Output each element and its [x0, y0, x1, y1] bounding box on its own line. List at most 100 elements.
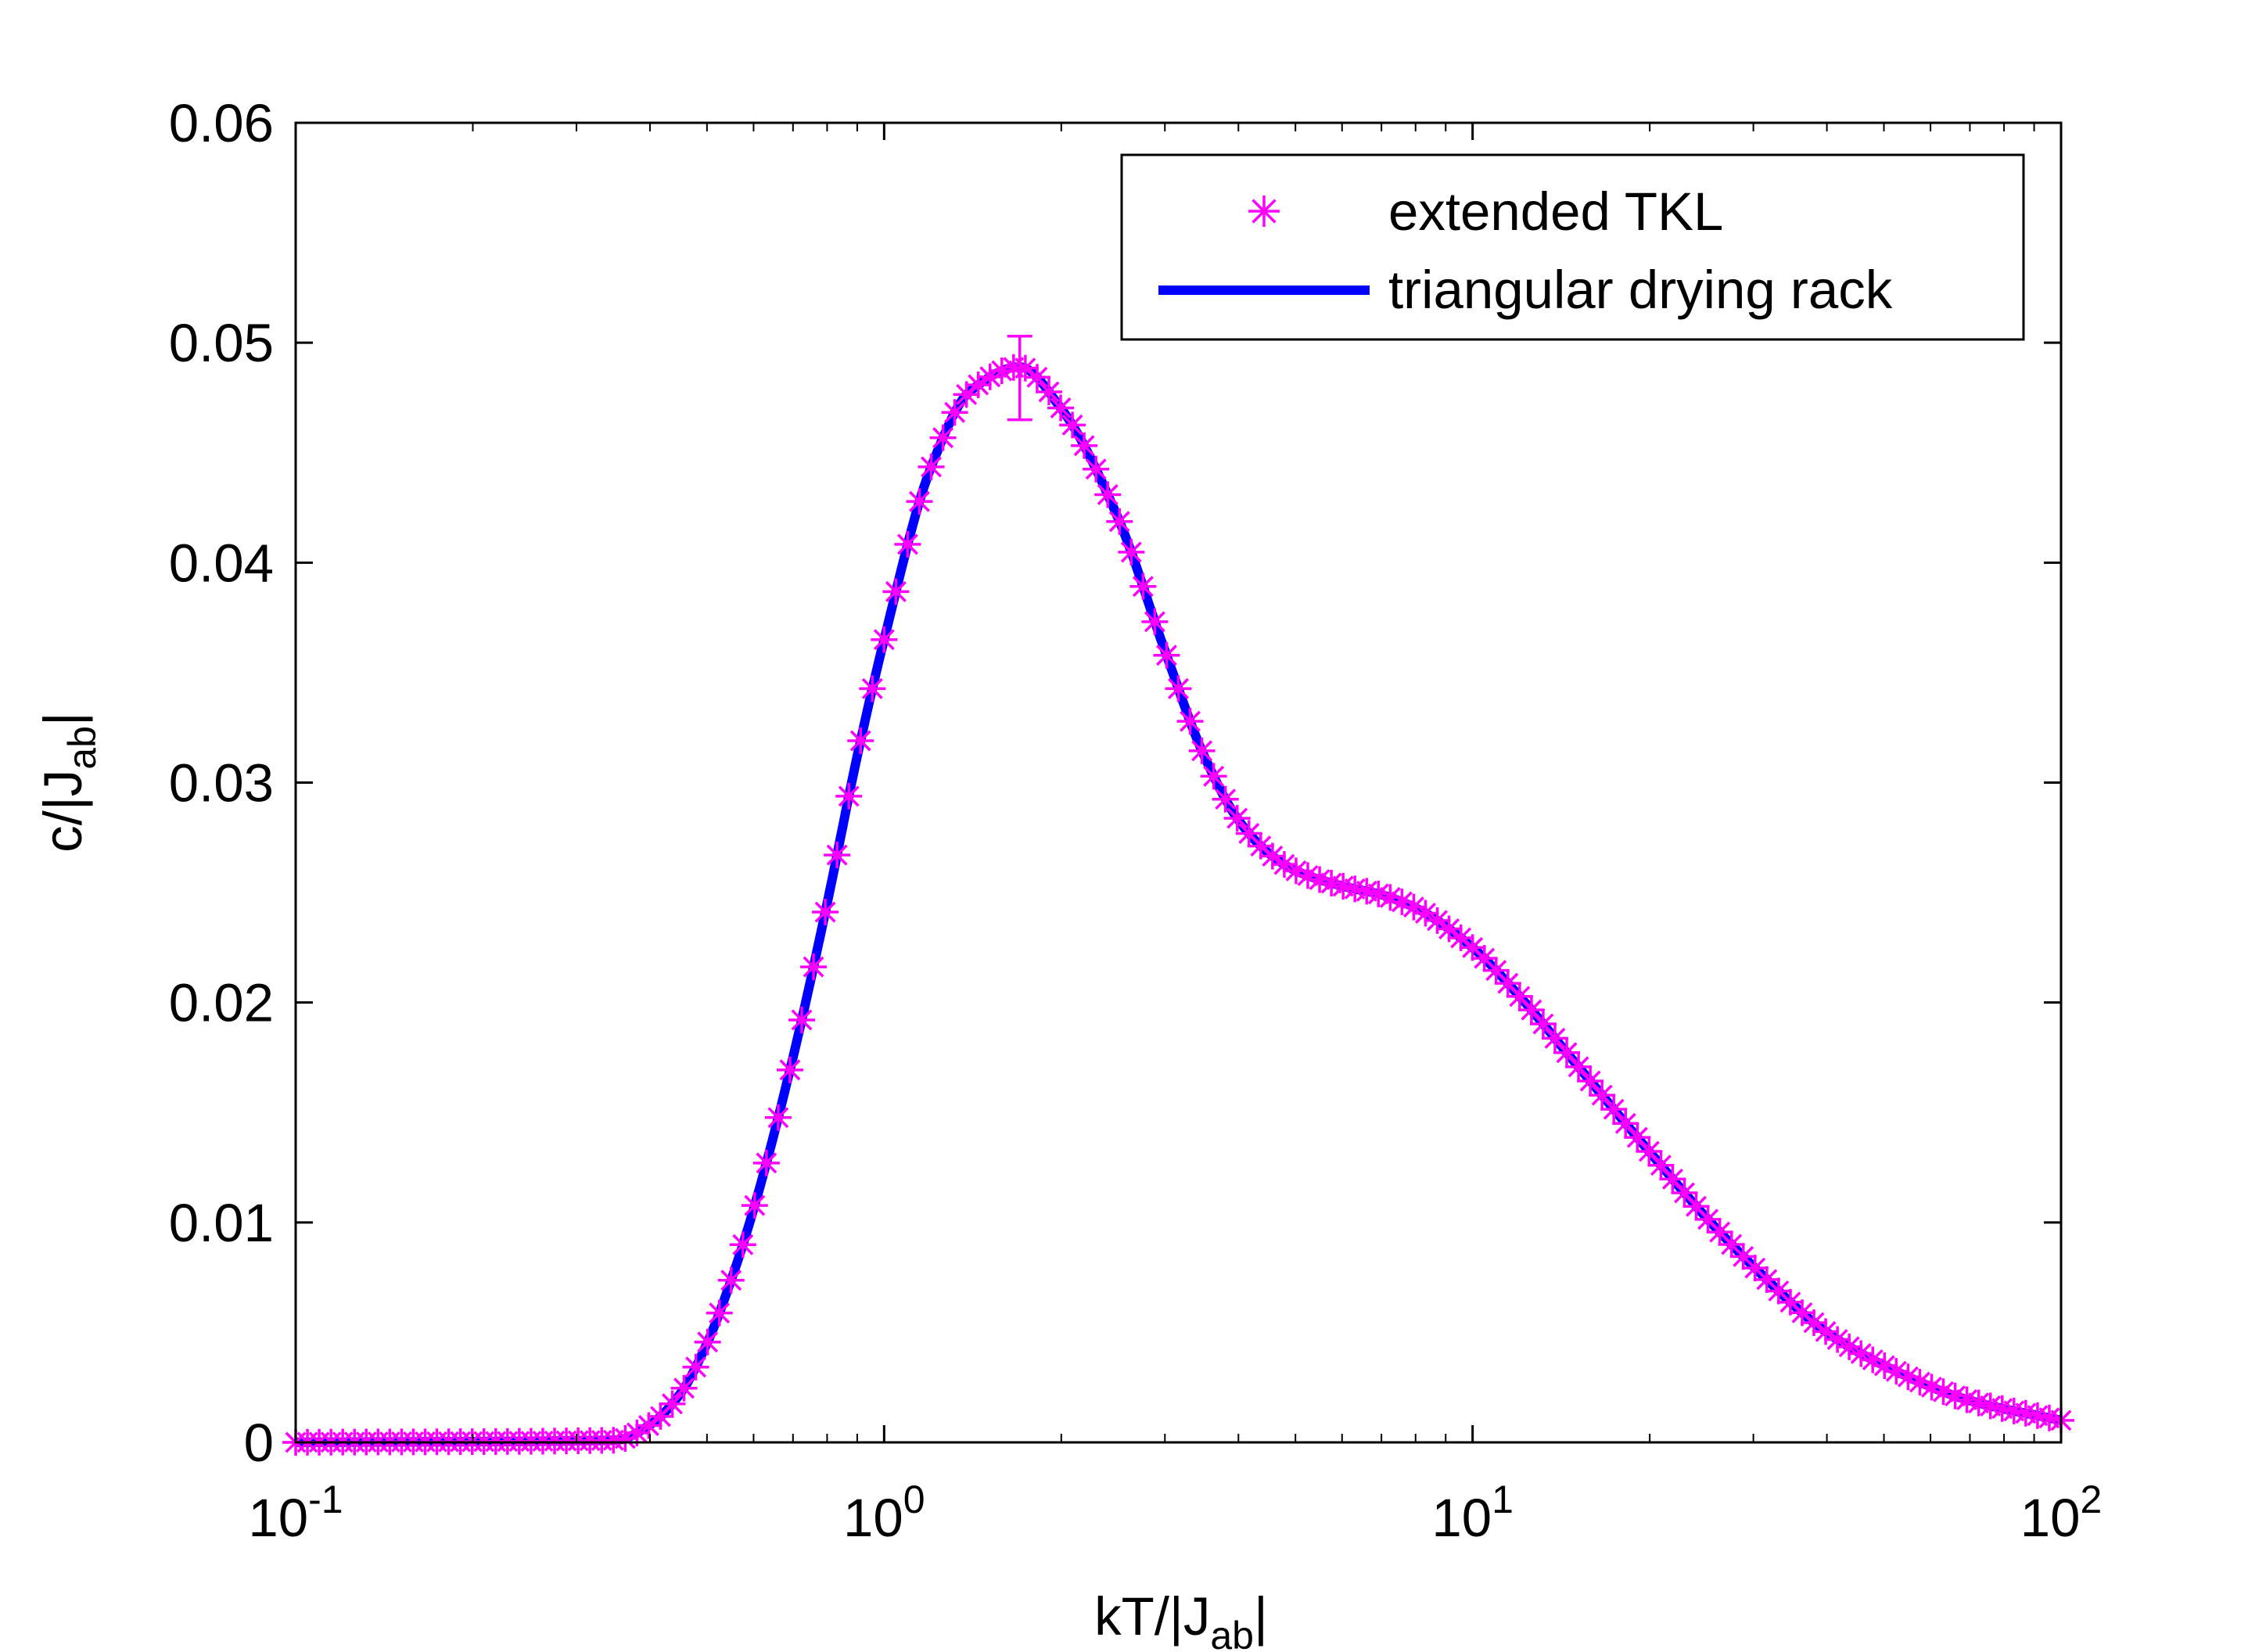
data-point-marker: [1930, 1378, 1957, 1406]
y-axis-label-main: c/|J: [33, 770, 93, 853]
data-point-marker: [1212, 785, 1239, 813]
data-point-marker: [1047, 394, 1075, 422]
y-axis-label: c/|Jab|: [33, 712, 104, 853]
data-point-marker: [1200, 763, 1227, 790]
data-point-marker: [1871, 1352, 1898, 1379]
data-point-marker: [1129, 573, 1157, 600]
data-point-marker: [894, 530, 921, 558]
data-point-marker: [1459, 934, 1486, 961]
x-tick-label: 102: [2020, 1478, 2103, 1548]
y-tick-label: 0.06: [169, 93, 274, 153]
data-point-marker: [1765, 1277, 1792, 1305]
data-point-marker: [1753, 1266, 1780, 1293]
data-point-marker: [1824, 1326, 1851, 1353]
data-point-marker: [1589, 1082, 1616, 1109]
data-point-marker: [623, 1419, 651, 1446]
data-point-marker: [1400, 893, 1427, 921]
x-axis-label: kT/|Jab|: [1094, 1586, 1268, 1652]
data-point-marker: [1035, 378, 1062, 405]
data-point-marker: [1859, 1346, 1887, 1374]
data-point-marker: [1365, 880, 1392, 907]
data-point-marker: [2024, 1402, 2051, 1429]
data-point-marker: [670, 1374, 698, 1402]
data-point-marker: [1330, 873, 1357, 900]
data-point-marker: [1553, 1039, 1581, 1066]
x-axis-label-sub: ab: [1210, 1614, 1254, 1652]
data-point-marker: [1894, 1363, 1922, 1391]
data-point-marker: [824, 842, 851, 869]
data-point-marker: [1023, 364, 1050, 391]
data-point-marker: [1953, 1386, 1980, 1413]
data-point-marker: [1918, 1374, 1945, 1401]
data-point-marker: [1612, 1110, 1639, 1137]
data-point-marker: [1059, 411, 1086, 439]
data-point-marker: [1071, 432, 1098, 459]
legend-asterisk-glyph: [1248, 196, 1280, 227]
data-point-marker: [871, 626, 898, 653]
data-point-marker: [1647, 1151, 1675, 1179]
data-point-marker: [1295, 862, 1322, 889]
data-point-marker: [788, 1006, 816, 1033]
data-point-marker: [964, 371, 992, 398]
data-point-marker: [882, 578, 910, 605]
data-point-marker: [847, 727, 874, 754]
data-point-marker: [1270, 851, 1298, 878]
data-point-marker: [1801, 1309, 1828, 1336]
data-point-marker: [988, 357, 1015, 385]
data-point-marker: [1577, 1067, 1604, 1094]
data-point-marker: [1424, 907, 1451, 934]
data-point-marker: [729, 1231, 756, 1259]
data-point-marker: [976, 363, 1004, 390]
data-point-marker: [1141, 608, 1169, 635]
y-tick-label: 0.02: [169, 973, 274, 1033]
error-bar: [1007, 334, 1032, 422]
data-point-marker: [1941, 1382, 1969, 1410]
plot-background: [296, 123, 2061, 1442]
y-axis-label-sub: ab: [60, 726, 104, 770]
data-point-marker: [941, 399, 968, 426]
data-point-marker: [1435, 915, 1463, 943]
data-point-marker: [1659, 1165, 1686, 1193]
data-point-marker: [1776, 1288, 1804, 1316]
data-point-marker: [1447, 925, 1474, 952]
y-tick-label: 0.03: [169, 753, 274, 813]
data-point-marker: [1106, 508, 1133, 535]
data-point-marker: [2012, 1399, 2039, 1427]
label-layer: kT/|Jab| c/|Jab|: [33, 712, 1268, 1652]
data-point-marker: [812, 899, 839, 926]
x-axis-label-main: kT/|J: [1094, 1586, 1210, 1647]
data-point-marker: [647, 1402, 674, 1430]
data-point-marker: [1306, 866, 1334, 893]
legend-asterisk-marker: [1248, 196, 1280, 227]
data-point-marker: [918, 453, 945, 480]
data-point-marker: [1094, 481, 1122, 508]
data-point-marker: [1282, 857, 1309, 885]
data-point-marker: [929, 424, 957, 451]
legend-label-extended-tkl: extended TKL: [1388, 181, 1723, 242]
data-point-marker: [2035, 1404, 2063, 1431]
data-point-marker: [859, 675, 886, 702]
data-point-marker: [1600, 1096, 1628, 1123]
data-point-marker: [1741, 1255, 1769, 1282]
data-point-marker: [835, 782, 863, 810]
y-tick-label: 0: [244, 1413, 274, 1473]
data-point-marker: [1341, 875, 1369, 903]
data-point-marker: [1517, 997, 1545, 1024]
x-tick-label: 100: [843, 1478, 925, 1548]
data-point-marker: [1883, 1358, 1910, 1385]
data-point-marker: [1247, 832, 1274, 860]
data-point-marker: [1083, 455, 1110, 483]
data-point-marker: [1176, 708, 1204, 735]
data-point-marker: [1848, 1340, 1875, 1367]
data-point-marker: [1235, 820, 1262, 847]
data-point-marker: [1165, 675, 1192, 702]
data-point-marker: [1506, 982, 1533, 1010]
data-point-marker: [741, 1192, 768, 1219]
data-point-marker: [1471, 945, 1498, 972]
data-point-marker: [1353, 878, 1381, 905]
data-point-marker: [682, 1353, 709, 1381]
y-tick-label: 0.01: [169, 1193, 274, 1253]
data-point-marker: [1836, 1333, 1863, 1360]
data-point-marker: [1812, 1318, 1840, 1345]
data-point-marker: [1529, 1011, 1557, 1038]
